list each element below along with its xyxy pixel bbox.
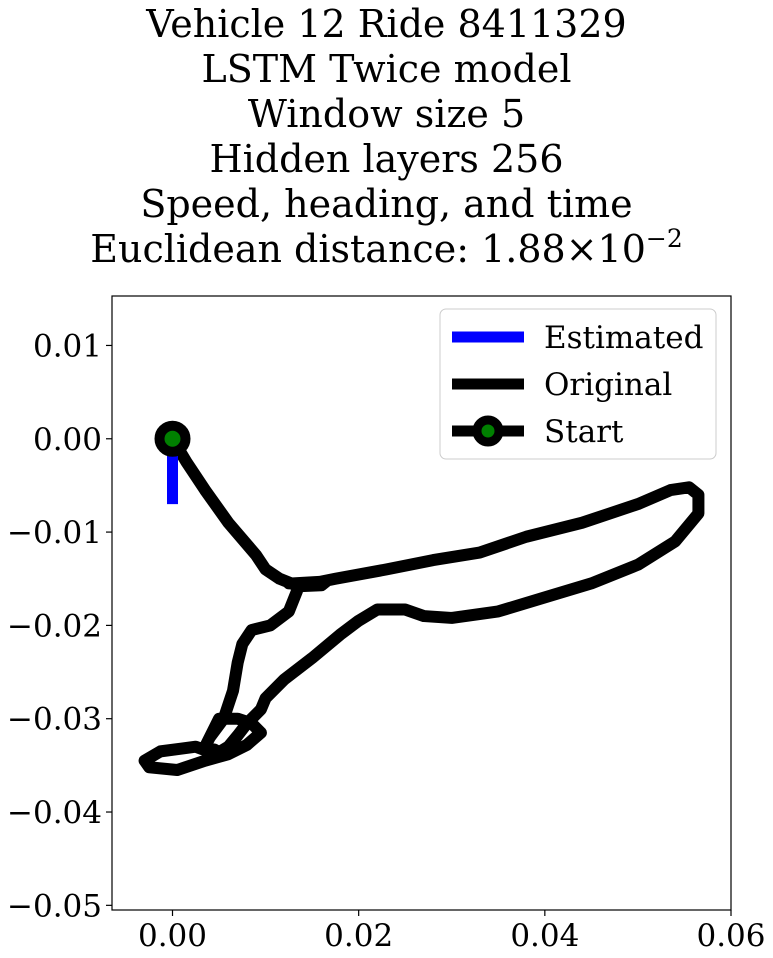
series-original-line	[138, 432, 705, 777]
x-tick-label: 0.06	[696, 918, 765, 954]
y-tick-label: 0.00	[33, 422, 102, 458]
title-line-2: LSTM Twice model	[201, 47, 572, 91]
legend-start-marker	[472, 415, 504, 447]
metric-label: Euclidean distance:	[90, 227, 482, 271]
title-line-5: Speed, heading, and time	[140, 182, 633, 226]
y-tick-label: −0.02	[7, 608, 102, 644]
x-tick-label: 0.02	[324, 918, 393, 954]
y-tick-label: −0.01	[7, 515, 102, 551]
x-tick-label: 0.04	[510, 918, 579, 954]
legend-estimated-label: Estimated	[544, 320, 703, 356]
legend-box	[439, 308, 717, 460]
title-line-1: Vehicle 12 Ride 8411329	[146, 2, 627, 46]
y-tick-label: −0.04	[7, 795, 102, 831]
metric-exponent: −2	[645, 224, 683, 253]
legend-start-label: Start	[544, 414, 624, 450]
legend-original-label: Original	[544, 367, 672, 403]
y-tick-label: 0.01	[33, 328, 102, 364]
x-tick-label: 0.00	[138, 918, 207, 954]
chart-title: Vehicle 12 Ride 8411329 LSTM Twice model…	[0, 2, 773, 272]
title-line-6: Euclidean distance: 1.88×10−2	[0, 224, 773, 272]
metric-base: 10	[597, 227, 646, 271]
y-tick-label: −0.05	[7, 888, 102, 924]
start-marker	[154, 420, 191, 457]
legend: Estimated Original Start	[439, 308, 717, 460]
plot-area	[138, 420, 705, 777]
metric-times: ×	[565, 227, 598, 271]
metric-mantissa: 1.88	[481, 227, 566, 271]
title-line-3: Window size 5	[247, 92, 526, 136]
axes-frame	[111, 295, 732, 911]
title-line-4: Hidden layers 256	[209, 137, 564, 181]
y-tick-label: −0.03	[7, 702, 102, 738]
axis-ticks: 0.00 0.02 0.04 0.06 0.01 0.00 −0.01 −0.02 −0.03 −…	[7, 328, 766, 954]
